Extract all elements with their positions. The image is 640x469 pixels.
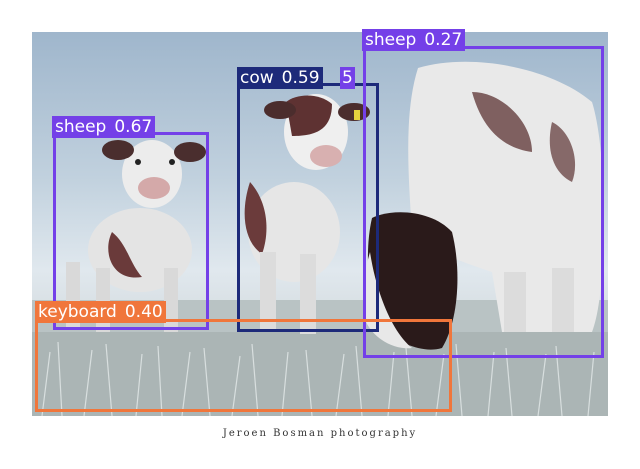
keyboard-label: keyboard 0.40 [35,301,166,323]
photo [32,32,608,416]
hidden-label-fragment-text: 5 [342,68,353,88]
photo-credit-caption: Jeroen Bosman photography [222,428,418,439]
cow-label-class: cow [240,68,274,88]
grass-blades [41,341,595,416]
keyboard-label-class: keyboard [38,302,117,322]
cow-label-score: 0.59 [281,68,320,88]
right-calf [363,61,604,350]
hidden-label-fragment: 5 [340,67,355,89]
cow-box [237,83,379,332]
keyboard-box [35,319,452,412]
frosty-grass [32,332,608,416]
sheep-label-right-class: sheep [365,30,417,50]
center-calf [244,94,370,334]
sheep-label-right-score: 0.27 [424,30,463,50]
cow-label: cow 0.59 [237,67,323,89]
sheep-label-left-score: 0.67 [114,117,153,137]
sheep-box-right [363,46,604,358]
keyboard-label-score: 0.40 [124,302,163,322]
sheep-label-left-class: sheep [55,117,107,137]
sheep-label-left: sheep 0.67 [52,116,156,138]
sheep-label-right: sheep 0.27 [362,29,466,51]
